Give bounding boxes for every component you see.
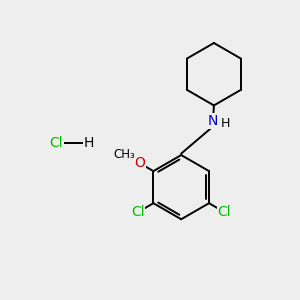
- Text: Cl: Cl: [131, 205, 145, 219]
- Text: N: N: [208, 114, 218, 128]
- Text: O: O: [135, 156, 146, 170]
- Text: CH₃: CH₃: [114, 148, 136, 161]
- Text: Cl: Cl: [218, 205, 231, 219]
- Text: H: H: [84, 136, 94, 150]
- Text: Cl: Cl: [50, 136, 63, 150]
- Text: H: H: [221, 117, 230, 130]
